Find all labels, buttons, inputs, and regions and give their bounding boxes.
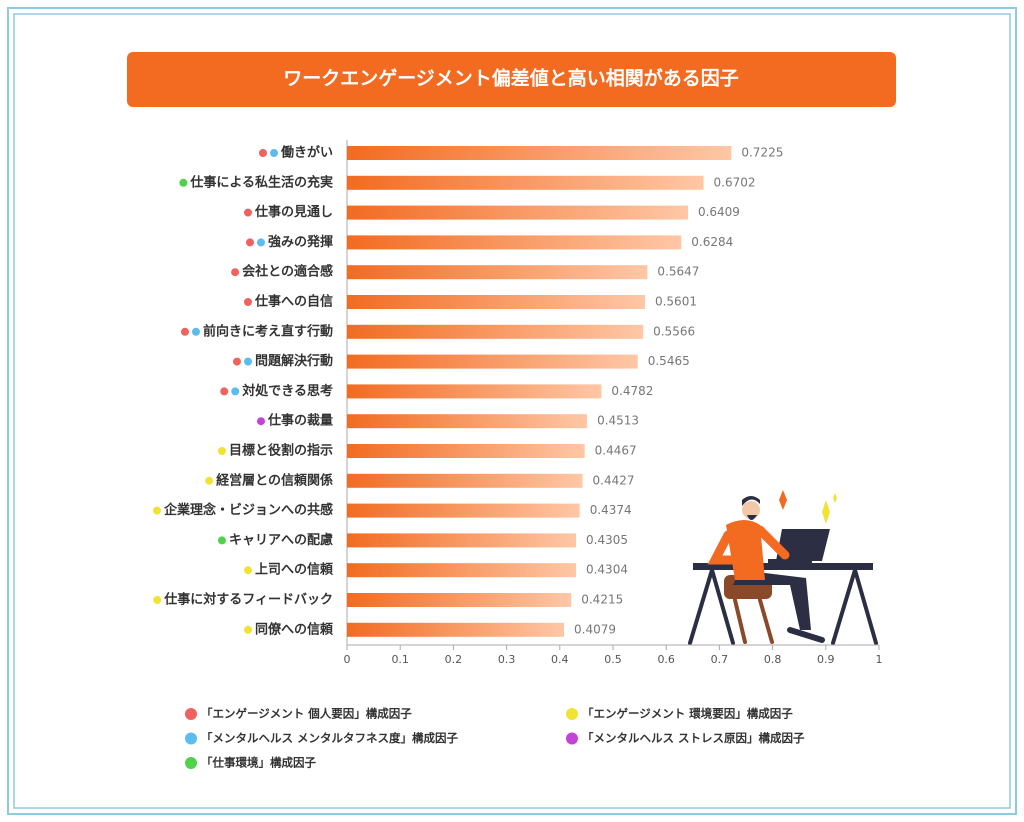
- bar: [347, 206, 688, 220]
- legend-marker: [566, 733, 578, 745]
- x-tick-label: 0.1: [391, 653, 409, 666]
- factor-dot: [220, 387, 228, 395]
- bar: [347, 355, 638, 369]
- value-label: 0.6702: [714, 175, 756, 189]
- y-tick-label: 経営層との信頼関係: [216, 472, 333, 488]
- x-tick-label: 0.2: [445, 653, 463, 666]
- x-tick-label: 1: [876, 653, 883, 666]
- y-tick-label: 仕事による私生活の充実: [189, 174, 333, 190]
- x-tick-label: 0.7: [711, 653, 729, 666]
- y-tick-label: 問題解決行動: [255, 353, 333, 369]
- y-tick-label: 対処できる思考: [241, 383, 333, 399]
- factor-dot: [257, 238, 265, 246]
- factor-dot: [153, 596, 161, 604]
- y-tick-label: 仕事に対するフィードバック: [163, 592, 333, 608]
- bar: [347, 265, 647, 279]
- y-tick-label: 前向きに考え直す行動: [203, 323, 333, 339]
- legend-marker: [185, 757, 197, 769]
- value-label: 0.4079: [574, 622, 616, 636]
- legend-label: 「メンタルヘルス メンタルタフネス度」構成因子: [201, 731, 459, 745]
- y-tick-label: 同僚への信頼: [255, 621, 334, 637]
- factor-dot: [231, 387, 239, 395]
- value-label: 0.4304: [586, 563, 628, 577]
- factor-dot: [218, 536, 226, 544]
- factor-dot: [244, 298, 252, 306]
- bar: [347, 623, 564, 637]
- factor-dot: [218, 447, 226, 455]
- bar: [347, 414, 587, 428]
- x-tick-label: 0.4: [551, 653, 569, 666]
- illustration: [690, 490, 876, 643]
- frame-outer: [8, 8, 1016, 814]
- value-label: 0.4427: [593, 473, 635, 487]
- value-label: 0.6284: [691, 235, 733, 249]
- factor-dot: [205, 477, 213, 485]
- x-tick-label: 0.3: [498, 653, 516, 666]
- bar: [347, 533, 576, 547]
- factor-dot: [246, 238, 254, 246]
- factor-dot: [192, 328, 200, 336]
- x-tick-label: 0.6: [657, 653, 675, 666]
- legend-marker: [185, 708, 197, 720]
- value-label: 0.5647: [657, 265, 699, 279]
- factor-dot: [244, 209, 252, 217]
- y-tick-label: 上司への信頼: [255, 562, 334, 578]
- y-tick-label: キャリアへの配慮: [229, 532, 333, 548]
- bar: [347, 384, 601, 398]
- y-tick-label: 仕事の裁量: [267, 413, 333, 429]
- value-label: 0.6409: [698, 205, 740, 219]
- chart-title: ワークエンゲージメント偏差値と高い相関がある因子: [283, 67, 739, 90]
- y-tick-label: 仕事の見通し: [254, 204, 333, 220]
- legend-label: 「エンゲージメント 個人要因」構成因子: [201, 707, 412, 721]
- bar: [347, 593, 571, 607]
- bar: [347, 295, 645, 309]
- bar: [347, 235, 681, 249]
- legend-label: 「仕事環境」構成因子: [201, 756, 316, 770]
- value-label: 0.5601: [655, 295, 697, 309]
- legend-label: 「メンタルヘルス ストレス原因」構成因子: [582, 731, 805, 745]
- y-tick-label: 働きがい: [280, 145, 333, 161]
- bar: [347, 504, 580, 518]
- y-tick-label: 企業理念・ビジョンへの共感: [163, 502, 333, 518]
- factor-dot: [259, 149, 267, 157]
- y-tick-label: 会社との適合感: [242, 264, 333, 280]
- y-tick-label: 仕事への自信: [254, 294, 333, 310]
- legend-label: 「エンゲージメント 環境要因」構成因子: [582, 707, 793, 721]
- value-label: 0.7225: [741, 146, 783, 160]
- factor-dot: [231, 268, 239, 276]
- legend-marker: [185, 733, 197, 745]
- bar: [347, 146, 731, 160]
- y-tick-label: 強みの発揮: [268, 234, 333, 250]
- x-tick-label: 0: [344, 653, 351, 666]
- bar: [347, 325, 643, 339]
- x-tick-label: 0.8: [764, 653, 782, 666]
- value-label: 0.4374: [590, 503, 632, 517]
- bar: [347, 444, 585, 458]
- bar: [347, 563, 576, 577]
- factor-dot: [181, 328, 189, 336]
- value-label: 0.5465: [648, 354, 690, 368]
- factor-dot: [257, 417, 265, 425]
- legend-marker: [566, 708, 578, 720]
- factor-dot: [244, 358, 252, 366]
- y-tick-label: 目標と役割の指示: [229, 443, 333, 459]
- frame-inner: [14, 14, 1010, 808]
- value-label: 0.4513: [597, 414, 639, 428]
- factor-dot: [244, 566, 252, 574]
- value-label: 0.5566: [653, 324, 695, 338]
- bar: [347, 474, 583, 488]
- factor-dot: [270, 149, 278, 157]
- factor-dot: [244, 626, 252, 634]
- x-tick-label: 0.9: [817, 653, 835, 666]
- factor-dot: [153, 507, 161, 515]
- bar: [347, 176, 704, 190]
- x-tick-label: 0.5: [604, 653, 622, 666]
- factor-dot: [233, 358, 241, 366]
- value-label: 0.4467: [595, 444, 637, 458]
- value-label: 0.4215: [581, 593, 623, 607]
- value-label: 0.4782: [611, 384, 653, 398]
- factor-dot: [179, 179, 187, 187]
- value-label: 0.4305: [586, 533, 628, 547]
